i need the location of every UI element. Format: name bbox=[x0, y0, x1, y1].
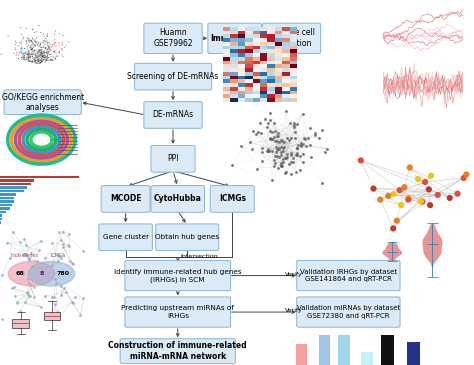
Text: Huamn
GSE79962: Huamn GSE79962 bbox=[153, 28, 193, 49]
FancyBboxPatch shape bbox=[125, 297, 231, 327]
Text: Validation IRHGs by dataset
GSE141864 and qRT-PCR: Validation IRHGs by dataset GSE141864 an… bbox=[300, 269, 397, 282]
Text: Screening of DE-mRNAs: Screening of DE-mRNAs bbox=[128, 72, 219, 81]
Text: CytoHubba: CytoHubba bbox=[154, 195, 202, 203]
FancyBboxPatch shape bbox=[144, 101, 202, 128]
FancyBboxPatch shape bbox=[135, 64, 211, 90]
Text: Identify immune-related hub genes
(IRHGs) in SCM: Identify immune-related hub genes (IRHGs… bbox=[114, 269, 242, 283]
Text: GO/KEGG enrichment
analyses: GO/KEGG enrichment analyses bbox=[1, 92, 84, 112]
FancyBboxPatch shape bbox=[155, 224, 219, 250]
FancyBboxPatch shape bbox=[297, 261, 400, 291]
Text: Predicting upstream miRNAs of
IRHGs: Predicting upstream miRNAs of IRHGs bbox=[121, 306, 234, 319]
Text: Gene cluster: Gene cluster bbox=[102, 234, 149, 240]
Text: Obtain hub genes: Obtain hub genes bbox=[155, 234, 219, 240]
FancyBboxPatch shape bbox=[101, 185, 150, 212]
Text: Intersection: Intersection bbox=[180, 254, 218, 260]
Text: Verify: Verify bbox=[284, 308, 302, 314]
Text: ImmuCellAI: ImmuCellAI bbox=[210, 34, 259, 43]
FancyBboxPatch shape bbox=[120, 339, 235, 364]
Text: Immune cell
infiltration: Immune cell infiltration bbox=[268, 28, 315, 49]
Text: ICMGs: ICMGs bbox=[219, 195, 246, 203]
FancyBboxPatch shape bbox=[208, 23, 262, 53]
FancyBboxPatch shape bbox=[210, 185, 254, 212]
FancyBboxPatch shape bbox=[99, 224, 152, 250]
FancyBboxPatch shape bbox=[151, 185, 205, 212]
FancyBboxPatch shape bbox=[4, 90, 82, 115]
Text: DE-mRNAs: DE-mRNAs bbox=[153, 111, 193, 119]
FancyBboxPatch shape bbox=[151, 146, 195, 172]
FancyBboxPatch shape bbox=[262, 23, 320, 53]
Text: PPI: PPI bbox=[167, 154, 179, 163]
Text: Construction of immune-related
miRNA-mRNA network: Construction of immune-related miRNA-mRN… bbox=[109, 341, 247, 361]
Text: MCODE: MCODE bbox=[110, 195, 141, 203]
FancyBboxPatch shape bbox=[144, 23, 202, 53]
FancyBboxPatch shape bbox=[125, 261, 231, 291]
FancyBboxPatch shape bbox=[297, 297, 400, 327]
Text: Validation miRNAs by dataset
GSE72380 and qRT-PCR: Validation miRNAs by dataset GSE72380 an… bbox=[297, 306, 400, 319]
Text: Verify: Verify bbox=[284, 272, 302, 277]
